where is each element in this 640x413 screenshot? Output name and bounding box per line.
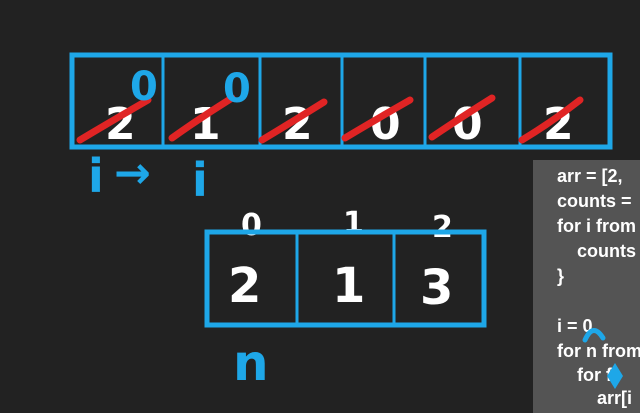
- pointer-end: i: [192, 153, 208, 207]
- strike-mark: [168, 94, 236, 142]
- cursor-arc: [582, 328, 606, 343]
- counts-index: 2: [432, 210, 453, 245]
- code-panel: arr = [2, counts = for i from counts } i…: [533, 160, 640, 413]
- counts-label: n: [233, 334, 269, 392]
- overwrite-value: 0: [130, 64, 158, 110]
- counts-value: 3: [420, 260, 453, 316]
- pointer-start: i: [88, 149, 104, 203]
- strike-mark: [428, 94, 496, 141]
- code-line: counts =: [557, 191, 632, 211]
- counts-index: 0: [241, 208, 262, 243]
- counts-value: 1: [332, 258, 365, 314]
- counts-array: 0 1 2 2 1 3 n: [204, 206, 487, 392]
- pointer-arrow: →: [114, 148, 151, 199]
- cursor-marker: [607, 363, 623, 389]
- code-line: i = 0: [557, 316, 593, 336]
- top-array: 2 1 2 0 0 2 0 0: [69, 52, 613, 150]
- code-line: }: [557, 266, 565, 286]
- code-line: arr[i: [557, 388, 633, 408]
- counts-value: 2: [228, 258, 261, 314]
- code-line: counts: [557, 241, 637, 261]
- pointer-annotation: i → i: [88, 148, 208, 207]
- strike-mark: [518, 96, 584, 144]
- code-line: for i from: [557, 216, 636, 236]
- counts-array-frame: [204, 229, 487, 328]
- strike-mark: [341, 96, 414, 142]
- overwrite-value: 0: [223, 66, 251, 112]
- counts-index: 1: [343, 206, 364, 241]
- cursor-annotation: [582, 328, 623, 389]
- strike-mark: [258, 98, 328, 144]
- code-line: arr = [2,: [557, 166, 623, 186]
- code-line: for n from: [557, 341, 640, 361]
- strike-mark: [76, 96, 152, 144]
